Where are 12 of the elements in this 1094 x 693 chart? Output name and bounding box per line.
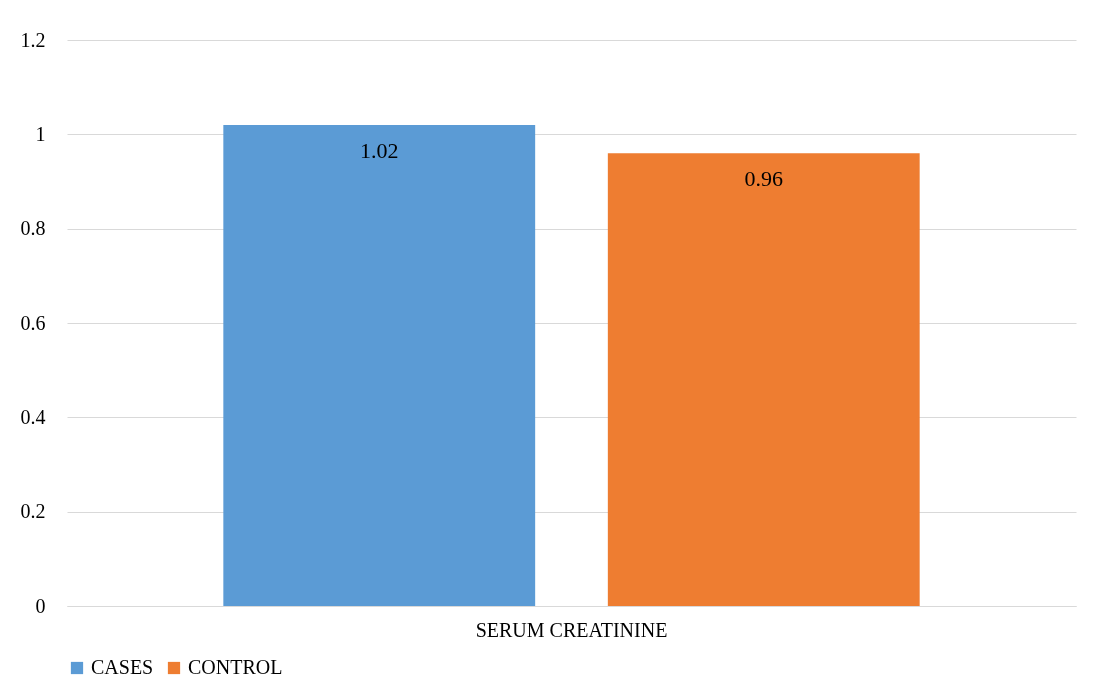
y-tick-label: 0.4: [20, 405, 46, 428]
y-tick-label: 0.6: [20, 311, 46, 334]
y-tick-label: 0: [35, 594, 46, 617]
legend-label: CASES: [91, 656, 154, 678]
y-tick-label: 1.2: [20, 28, 46, 51]
y-tick-label: 0.2: [20, 500, 46, 523]
x-tick-label: SERUM CREATININE: [475, 618, 668, 641]
y-tick-label: 1: [35, 122, 46, 145]
data-label: 0.96: [744, 166, 783, 192]
data-label: 1.02: [360, 137, 399, 163]
legend-label: CONTROL: [188, 656, 283, 678]
y-tick-label: 0.8: [20, 217, 46, 240]
